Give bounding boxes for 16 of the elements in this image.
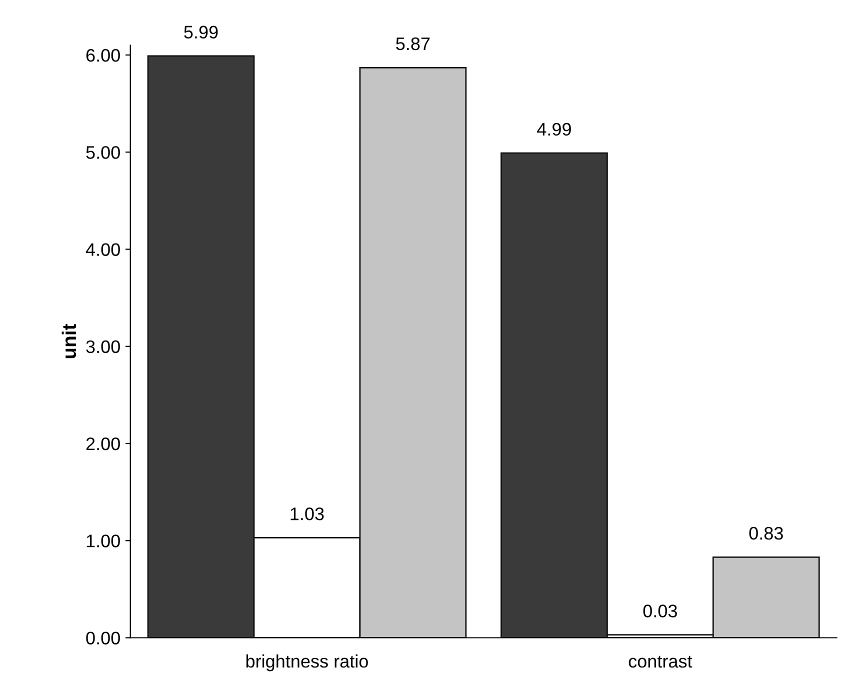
y-tick-label: 4.00 [86, 243, 120, 256]
data-label: 0.03 [643, 604, 677, 618]
y-tick-label: 2.00 [86, 437, 120, 450]
data-label: 1.03 [290, 507, 324, 520]
y-axis-title: unit [62, 324, 76, 358]
y-tick-label: 6.00 [86, 48, 120, 62]
y-tick-label: 3.00 [86, 340, 120, 354]
y-tick-label: 1.00 [86, 534, 120, 548]
data-label: 5.87 [396, 37, 430, 50]
y-tick-label: 0.00 [86, 632, 120, 644]
data-label: 0.83 [749, 526, 783, 540]
x-tick-label: brightness ratio [246, 654, 368, 672]
data-label: 5.99 [184, 26, 218, 39]
data-label: 4.99 [537, 122, 571, 136]
x-tick-label: contrast [628, 656, 692, 668]
y-tick-label: 5.00 [86, 146, 120, 159]
